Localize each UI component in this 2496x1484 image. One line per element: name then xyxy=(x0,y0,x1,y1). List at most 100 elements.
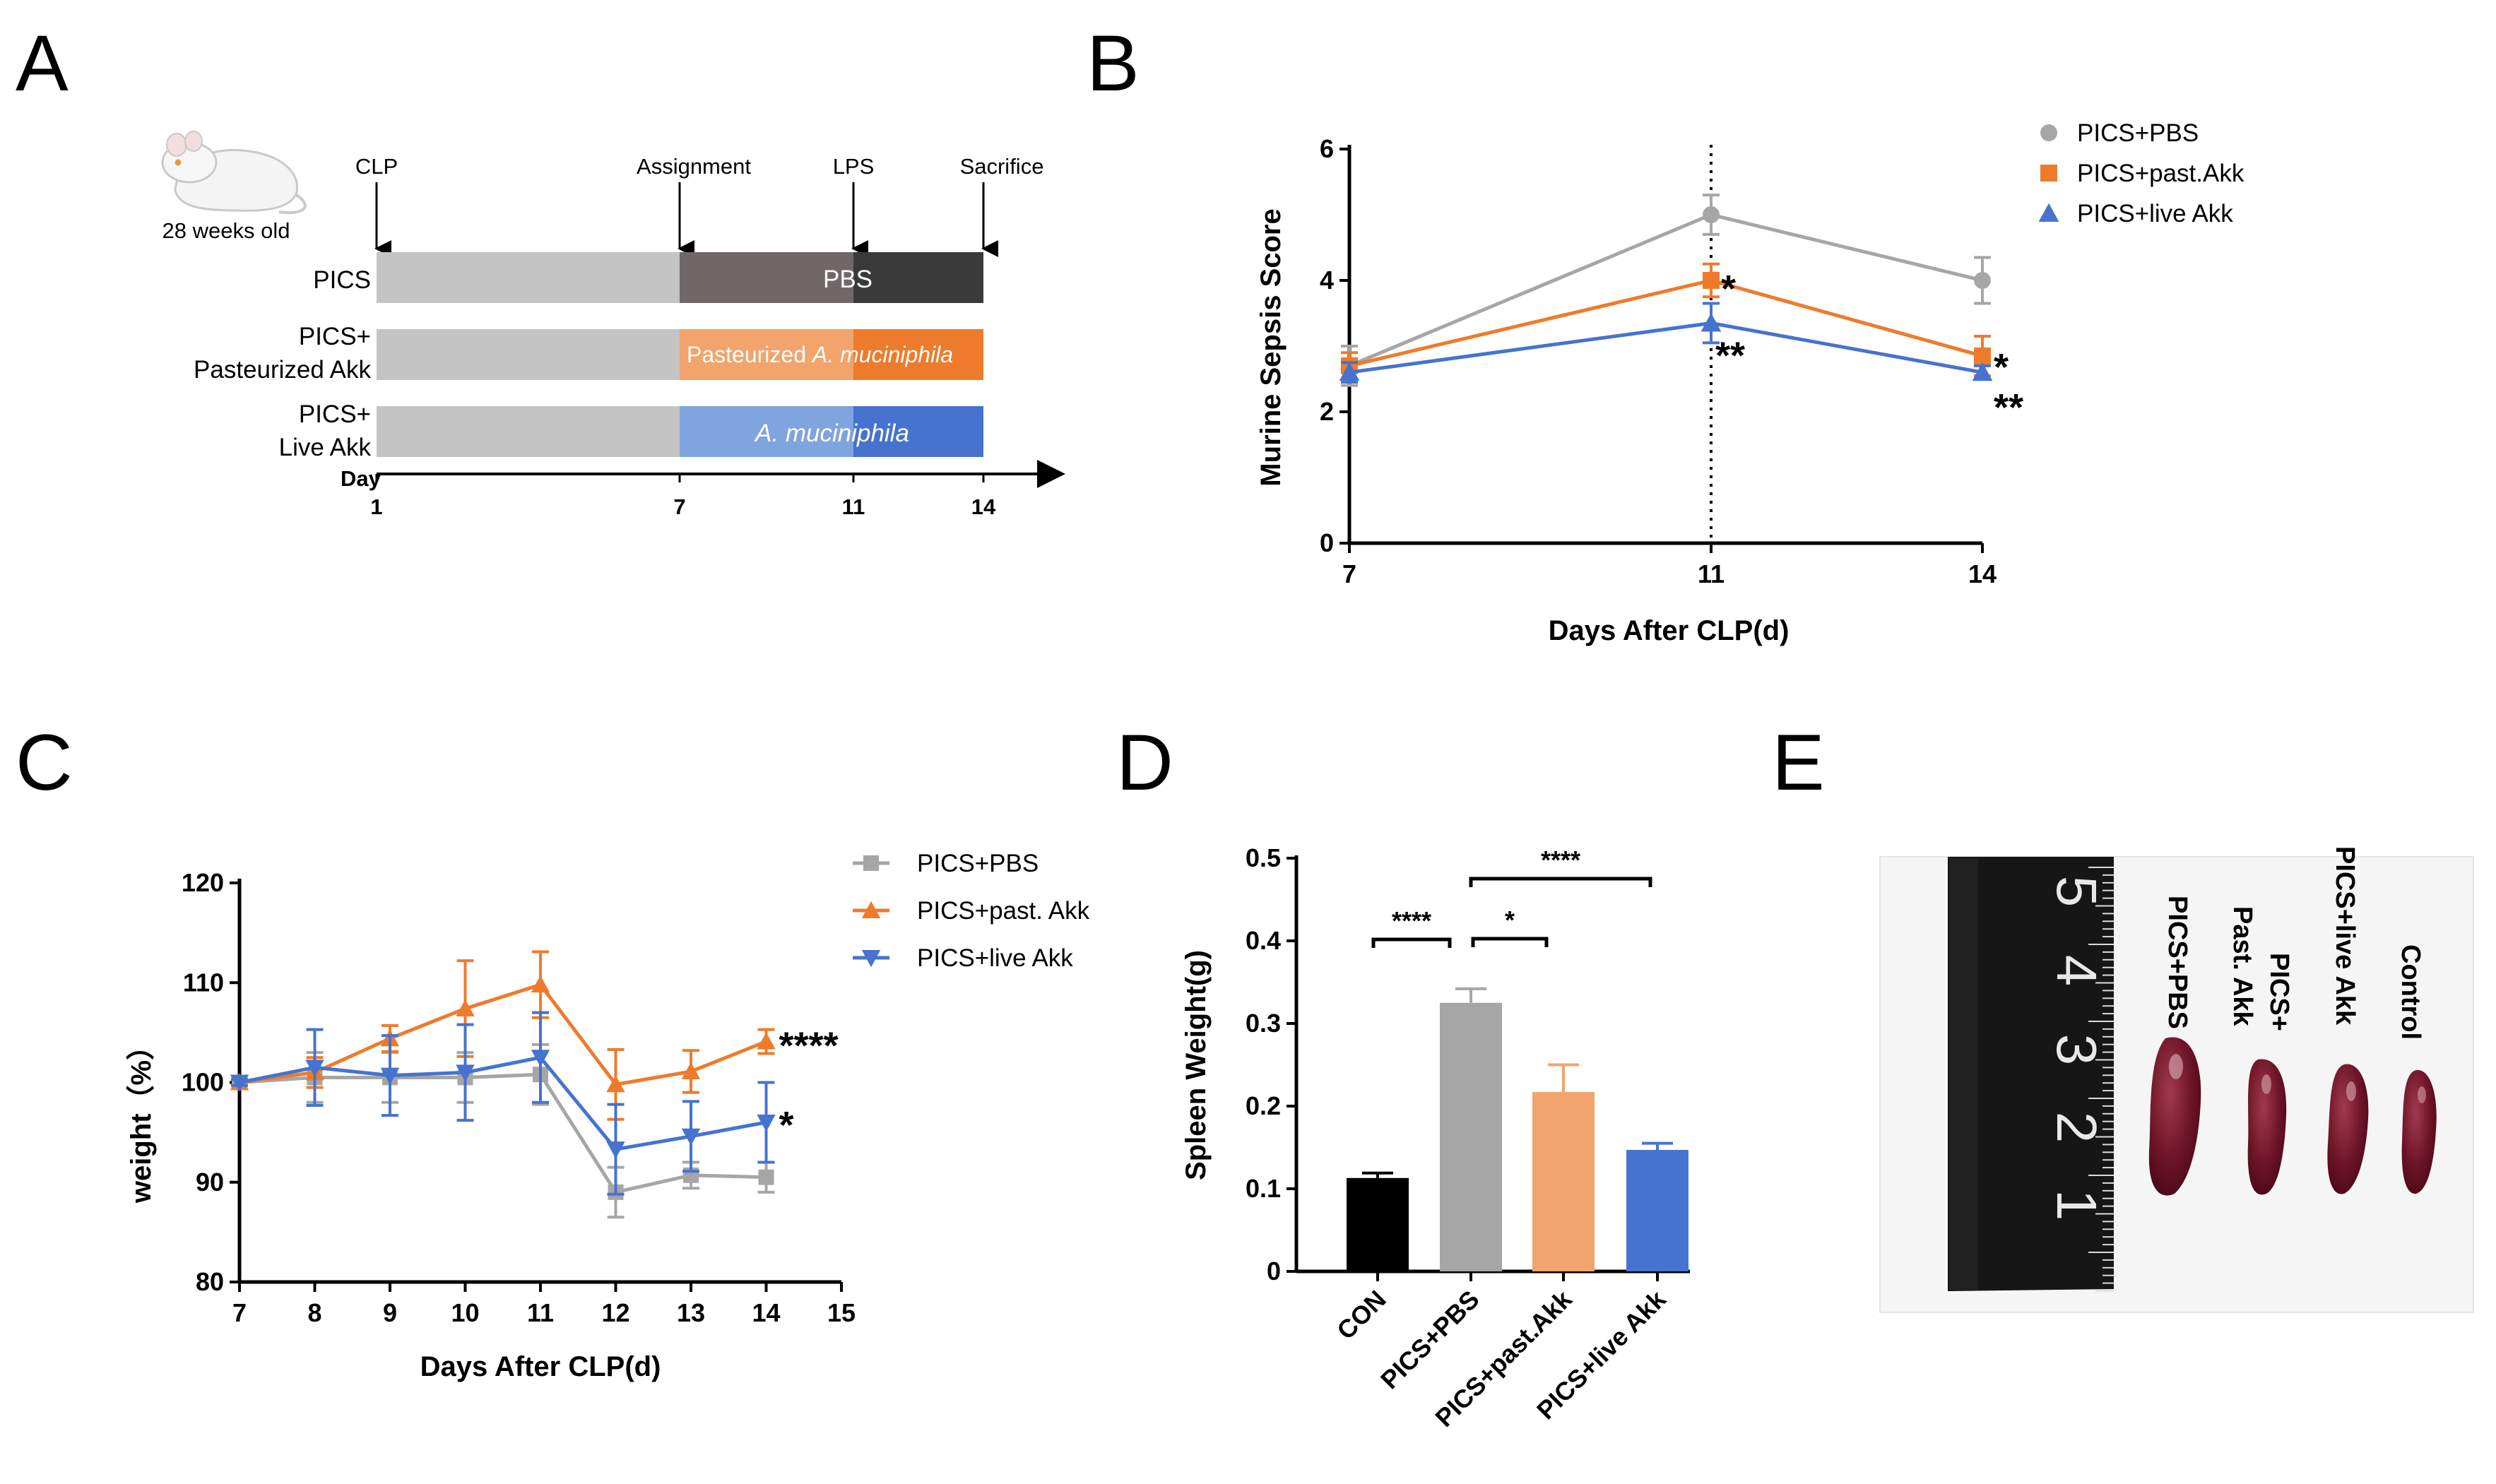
x-tick-label: 11 xyxy=(1698,559,1725,588)
panel-b-sepsis-score-chart: B Murine Sepsis Score Days After CLP(d) … xyxy=(1087,19,2244,646)
bar-con xyxy=(1347,1177,1409,1271)
row-label-pasteurized-line1: PICS+ xyxy=(299,323,371,350)
panel-letter-c: C xyxy=(16,718,73,807)
significance-bracket xyxy=(1469,877,1652,887)
series-line xyxy=(239,1055,767,1151)
significance-bracket xyxy=(1371,937,1452,948)
event-label-assignment: Assignment xyxy=(637,154,751,179)
significance-marker: * xyxy=(1721,268,1736,310)
legend: PICS+PBS PICS+past.Akk PICS+live Akk xyxy=(2038,119,2244,227)
legend-marker xyxy=(861,901,881,918)
timeline-row-pics: PICS PBS xyxy=(313,252,983,303)
ruler-number-3: 3 xyxy=(2045,1034,2108,1066)
data-point xyxy=(305,1059,324,1077)
x-axis-title: Days After CLP(d) xyxy=(420,1351,661,1382)
spleen-pics-pbs xyxy=(2148,1037,2201,1196)
event-assignment: Assignment xyxy=(637,154,751,257)
plot-area: ***** xyxy=(230,950,839,1219)
y-tick-label: 0.1 xyxy=(1246,1174,1281,1203)
row-bar-segment-1 xyxy=(377,406,680,457)
y-tick-label: 0.2 xyxy=(1246,1091,1281,1120)
data-point xyxy=(456,1064,475,1082)
significance-label: **** xyxy=(1541,845,1580,874)
x-tick-label: 8 xyxy=(307,1298,321,1327)
photo-label-past-akk: Past. Akk xyxy=(2228,906,2257,1027)
legend-label: PICS+past.Akk xyxy=(2077,160,2244,187)
y-axis-title: Murine Sepsis Score xyxy=(1255,208,1287,486)
row-bar-text-pbs: PBS xyxy=(823,266,873,293)
significance-label: **** xyxy=(1392,906,1431,935)
photo-label-pics-pbs: PICS+PBS xyxy=(2163,896,2192,1029)
ruler-number-2: 2 xyxy=(2045,1112,2108,1144)
x-tick-label: CON xyxy=(1331,1285,1392,1346)
spleen-past-akk xyxy=(2247,1059,2287,1195)
significance-label: * xyxy=(1505,906,1515,934)
event-label-clp: CLP xyxy=(355,154,398,179)
row-bar-segment-2 xyxy=(680,329,853,380)
event-lps: LPS xyxy=(833,154,874,257)
row-bar-segment-3 xyxy=(853,406,983,457)
legend-marker xyxy=(2038,203,2059,222)
row-bar-text-live: A. muciniphila xyxy=(754,420,909,447)
row-bar-segment-3 xyxy=(853,329,983,380)
x-tick-label: 15 xyxy=(827,1298,856,1327)
bar-pics-live-akk xyxy=(1626,1150,1688,1271)
day-tick-1: 1 xyxy=(370,494,382,519)
legend-marker xyxy=(863,855,879,871)
row-label-pics: PICS xyxy=(313,266,371,294)
legend-label: PICS+live Akk xyxy=(917,944,1073,972)
significance-bracket xyxy=(1471,937,1549,947)
data-point xyxy=(531,975,550,993)
data-point xyxy=(757,1115,776,1132)
spleen-control xyxy=(2401,1069,2437,1194)
significance-marker: **** xyxy=(779,1025,839,1067)
timeline-row-live: PICS+ Live Akk A. muciniphila xyxy=(279,400,983,461)
y-tick-label: 0.5 xyxy=(1246,843,1281,872)
ruler: 5 4 3 2 1 xyxy=(1948,857,2114,1292)
data-point xyxy=(758,1169,774,1185)
plot-area: *** *** xyxy=(1339,145,2023,543)
data-point xyxy=(1339,362,1360,381)
panel-letter-b: B xyxy=(1087,19,1140,107)
axes: 80 90 100 110 120 7 8 9 10 11 12 13 14 15 xyxy=(182,868,856,1327)
mouse-icon xyxy=(161,131,307,214)
data-point xyxy=(1703,206,1720,223)
row-bar-segment-1 xyxy=(377,252,680,303)
legend-label: PICS+PBS xyxy=(917,850,1039,877)
spleen-live-akk xyxy=(2327,1064,2369,1194)
row-bar-segment-2 xyxy=(680,406,853,457)
timeline-row-pasteurized: PICS+ Pasteurized Akk Pasteurized A. muc… xyxy=(194,323,983,384)
legend-marker xyxy=(2040,165,2057,182)
y-axis-title: weight（%） xyxy=(126,1032,157,1204)
x-tick-label: 12 xyxy=(601,1298,629,1327)
legend-label: PICS+PBS xyxy=(2077,119,2199,147)
y-tick-label: 0 xyxy=(1320,528,1334,557)
bar-pics-pbs xyxy=(1440,1002,1502,1271)
event-sacrifice: Sacrifice xyxy=(960,154,1043,257)
data-point xyxy=(531,1050,550,1067)
spleens xyxy=(2148,1037,2437,1196)
day-tick-7: 7 xyxy=(673,494,685,519)
series-pics-live-akk xyxy=(1339,302,1993,384)
spleen-labels: PICS+PBS Past. Akk PICS+ PICS+live Akk C… xyxy=(2163,846,2425,1040)
panel-d-spleen-weight-chart: D Spleen Weight(g) 00.10.20.30.40.5CONPI… xyxy=(1116,718,1690,1432)
bar-pics-past-akk xyxy=(1532,1092,1595,1271)
y-tick-label: 4 xyxy=(1320,266,1334,295)
day-tick-11: 11 xyxy=(842,494,865,519)
row-label-live-line1: PICS+ xyxy=(299,400,371,428)
y-tick-label: 80 xyxy=(196,1267,224,1296)
x-tick-label: 14 xyxy=(752,1298,780,1327)
plot-area: **** ***** xyxy=(1347,845,1688,1271)
significance-marker: ** xyxy=(1715,334,1745,376)
panel-c-weight-chart: C weight（%） Days After CLP(d) 80 90 100 110… xyxy=(16,718,1090,1382)
y-tick-label: 6 xyxy=(1320,134,1334,163)
panel-letter-d: D xyxy=(1116,718,1173,807)
panel-letter-e: E xyxy=(1772,718,1825,807)
day-axis-label: Day xyxy=(341,466,382,491)
ruler-ticks xyxy=(2088,867,2114,1292)
event-clp: CLP xyxy=(355,154,398,257)
y-tick-label: 2 xyxy=(1320,397,1334,426)
bar-text-italic: A. muciniphila xyxy=(811,342,953,367)
x-axis-title: Days After CLP(d) xyxy=(1549,615,1790,646)
